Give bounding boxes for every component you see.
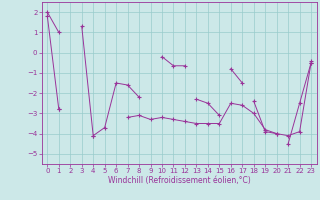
X-axis label: Windchill (Refroidissement éolien,°C): Windchill (Refroidissement éolien,°C)	[108, 176, 251, 185]
